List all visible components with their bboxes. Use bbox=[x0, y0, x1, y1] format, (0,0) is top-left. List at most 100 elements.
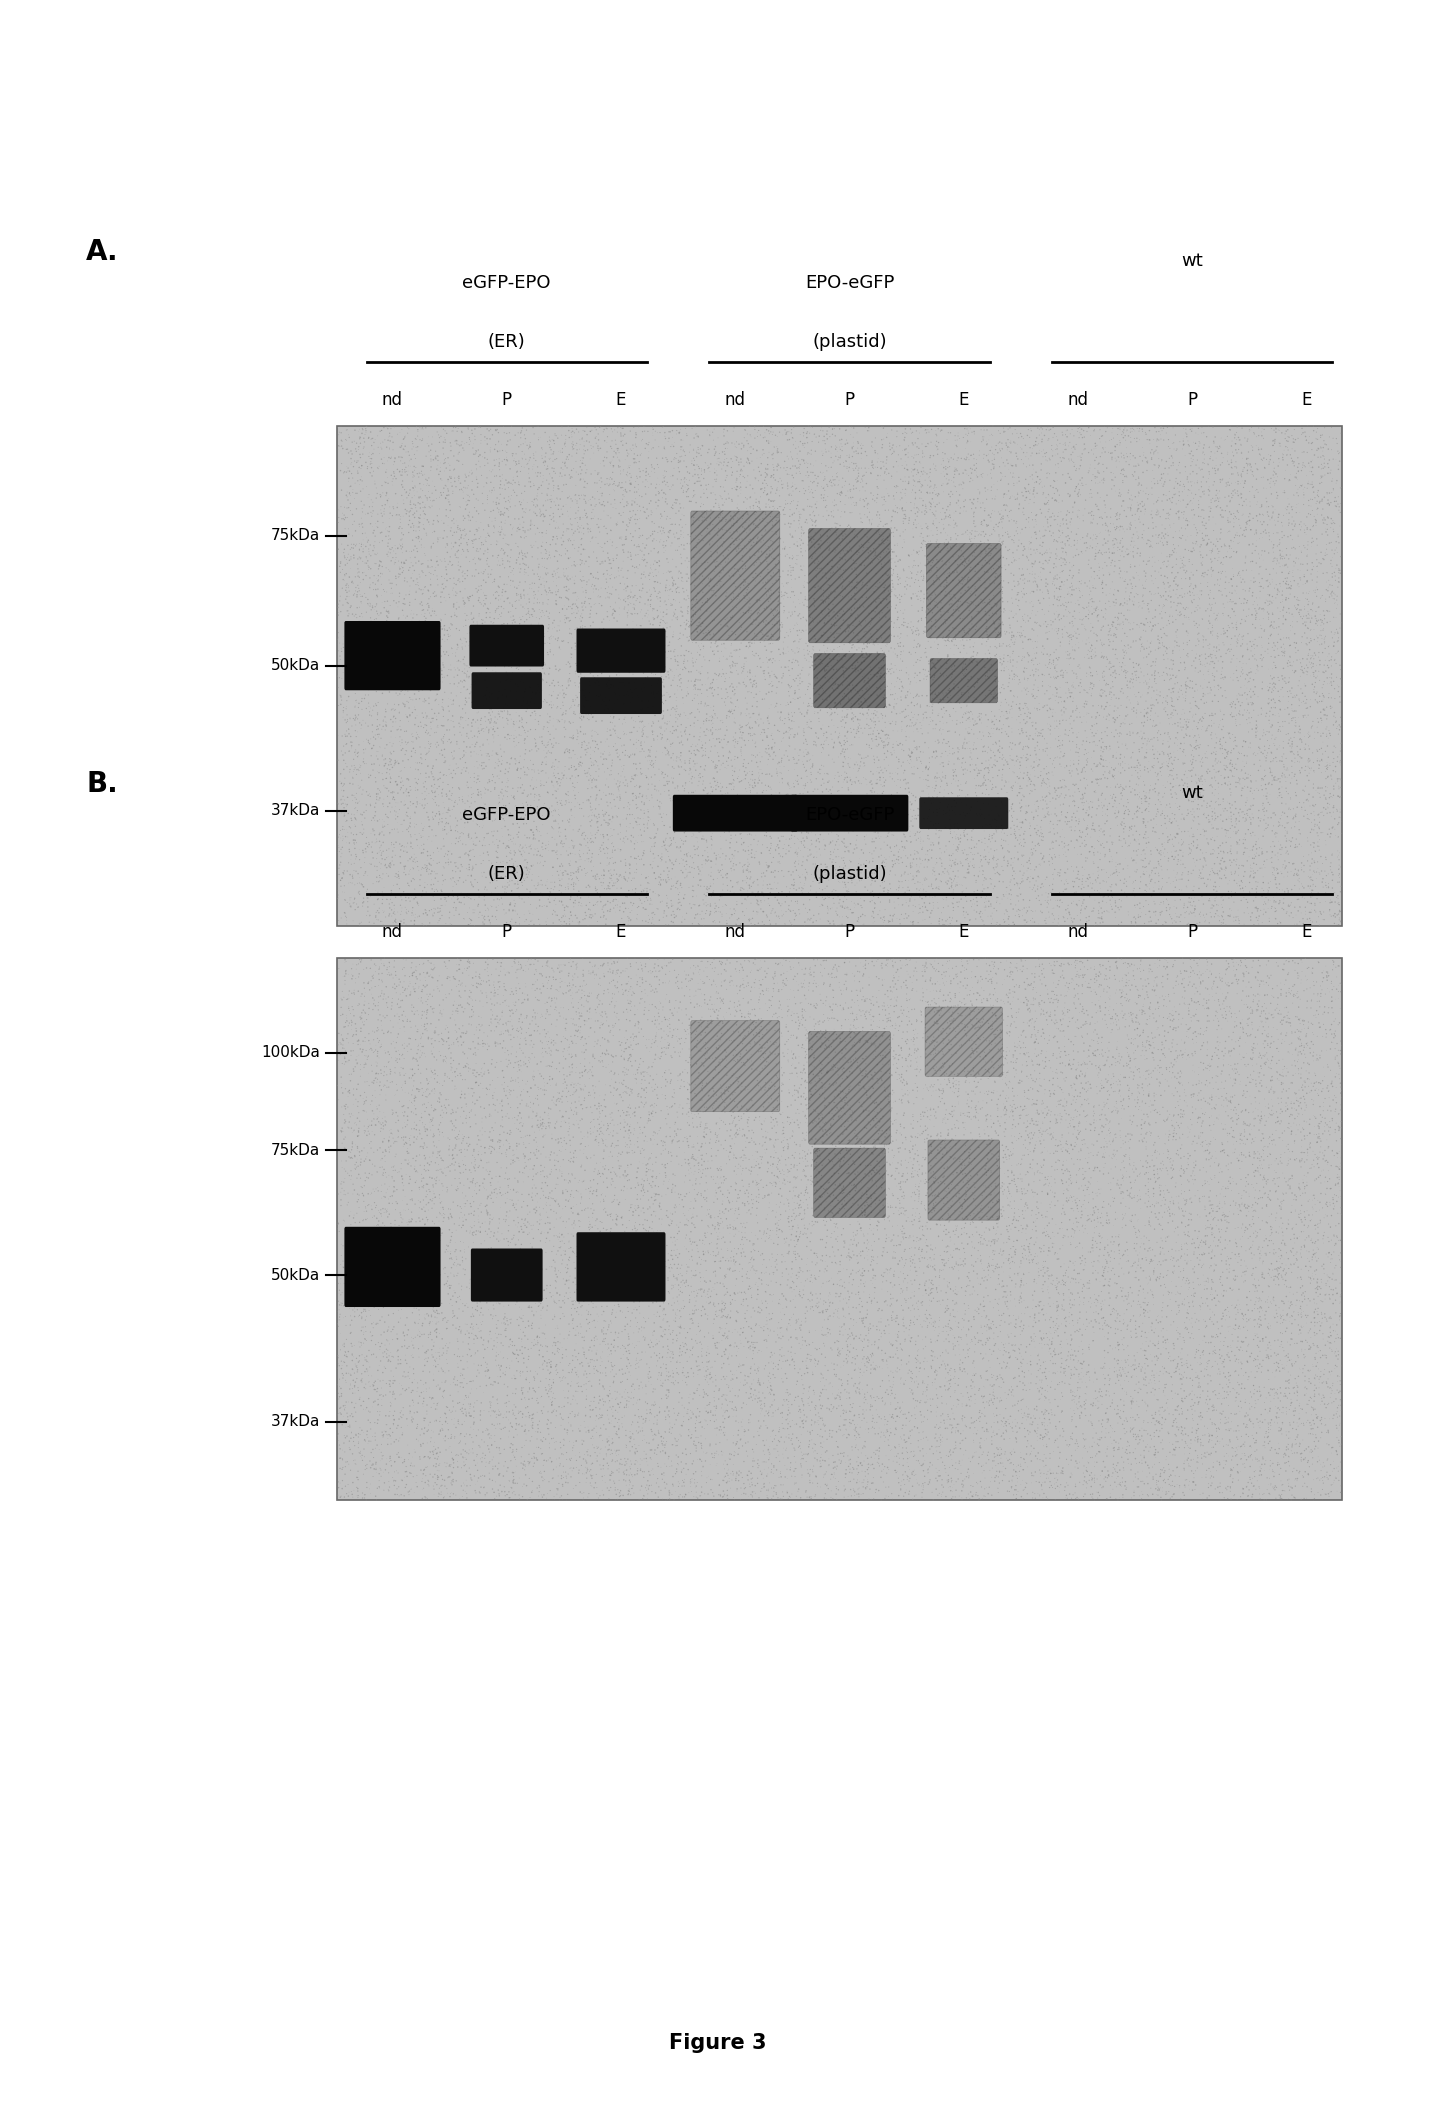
Point bbox=[827, 570, 850, 604]
Point bbox=[1039, 643, 1062, 677]
Point bbox=[722, 1136, 745, 1170]
Point bbox=[664, 506, 687, 541]
Point bbox=[354, 747, 377, 781]
Point bbox=[446, 941, 469, 975]
Point bbox=[550, 1134, 573, 1168]
Point bbox=[667, 749, 690, 783]
Point bbox=[1317, 1073, 1340, 1107]
Point bbox=[753, 943, 776, 977]
Point bbox=[1238, 1430, 1261, 1464]
Point bbox=[547, 1081, 570, 1115]
Point bbox=[693, 794, 716, 828]
Point bbox=[1251, 1275, 1274, 1309]
Point bbox=[852, 958, 875, 992]
Point bbox=[594, 545, 617, 579]
Point bbox=[841, 609, 864, 643]
Point bbox=[755, 1300, 778, 1334]
Point bbox=[456, 1162, 479, 1196]
Point bbox=[1148, 443, 1171, 477]
Point bbox=[598, 955, 621, 990]
Point bbox=[380, 885, 403, 919]
Point bbox=[839, 853, 862, 887]
Point bbox=[535, 864, 558, 898]
Point bbox=[532, 734, 555, 768]
Point bbox=[1058, 496, 1081, 530]
Point bbox=[1073, 770, 1096, 804]
Point bbox=[481, 1130, 504, 1164]
Point bbox=[1078, 543, 1101, 577]
Point bbox=[1076, 1266, 1099, 1300]
Point bbox=[1257, 732, 1280, 766]
Point bbox=[921, 696, 944, 730]
Point bbox=[1296, 983, 1319, 1017]
Point bbox=[1238, 1138, 1261, 1173]
Point bbox=[1225, 1226, 1248, 1260]
Point bbox=[936, 1045, 959, 1079]
Point bbox=[1128, 979, 1151, 1013]
Point bbox=[827, 1183, 850, 1217]
Point bbox=[406, 532, 429, 566]
Point bbox=[420, 1434, 443, 1468]
Point bbox=[1217, 500, 1240, 534]
Point bbox=[552, 894, 575, 928]
Point bbox=[1149, 751, 1172, 785]
Point bbox=[593, 1385, 616, 1419]
Point bbox=[1006, 681, 1029, 715]
Point bbox=[591, 777, 614, 811]
Point bbox=[1195, 1219, 1218, 1253]
Point bbox=[462, 734, 485, 768]
Point bbox=[1078, 477, 1101, 511]
Point bbox=[934, 762, 957, 796]
Point bbox=[1174, 651, 1197, 685]
Point bbox=[1228, 1385, 1251, 1419]
Point bbox=[1271, 636, 1294, 670]
Point bbox=[650, 1356, 673, 1390]
Point bbox=[649, 868, 672, 902]
Point bbox=[1052, 415, 1075, 449]
Point bbox=[514, 538, 537, 572]
Point bbox=[657, 579, 680, 613]
Point bbox=[860, 764, 883, 798]
Point bbox=[738, 902, 761, 936]
Point bbox=[1159, 1360, 1182, 1394]
Point bbox=[344, 666, 367, 700]
Point bbox=[601, 636, 624, 670]
Point bbox=[1266, 1032, 1289, 1066]
Point bbox=[725, 1109, 748, 1143]
Point bbox=[729, 711, 752, 745]
Point bbox=[1194, 1326, 1217, 1360]
Point bbox=[1007, 530, 1030, 564]
Point bbox=[728, 521, 751, 555]
Point bbox=[1198, 500, 1221, 534]
Point bbox=[610, 470, 633, 504]
Point bbox=[1306, 1298, 1329, 1332]
Point bbox=[587, 811, 610, 845]
Point bbox=[337, 492, 360, 526]
Point bbox=[713, 1321, 736, 1356]
Point bbox=[1224, 1187, 1247, 1221]
Point bbox=[436, 509, 459, 543]
Point bbox=[926, 762, 949, 796]
Point bbox=[1118, 819, 1141, 853]
Point bbox=[399, 807, 422, 841]
Point bbox=[819, 990, 842, 1024]
Point bbox=[884, 1009, 907, 1043]
Point bbox=[1200, 645, 1223, 679]
Point bbox=[633, 1164, 656, 1198]
Point bbox=[722, 415, 745, 449]
Point bbox=[340, 1396, 363, 1430]
Point bbox=[515, 643, 538, 677]
Point bbox=[1190, 1396, 1213, 1430]
Point bbox=[880, 736, 903, 770]
Point bbox=[1154, 770, 1177, 804]
Point bbox=[858, 730, 881, 764]
Point bbox=[439, 834, 462, 868]
Point bbox=[593, 862, 616, 896]
Point bbox=[799, 1481, 822, 1515]
Point bbox=[726, 500, 749, 534]
Point bbox=[377, 1343, 400, 1377]
Point bbox=[1191, 879, 1214, 913]
Point bbox=[682, 875, 705, 909]
Point bbox=[362, 515, 385, 549]
Point bbox=[514, 1138, 537, 1173]
